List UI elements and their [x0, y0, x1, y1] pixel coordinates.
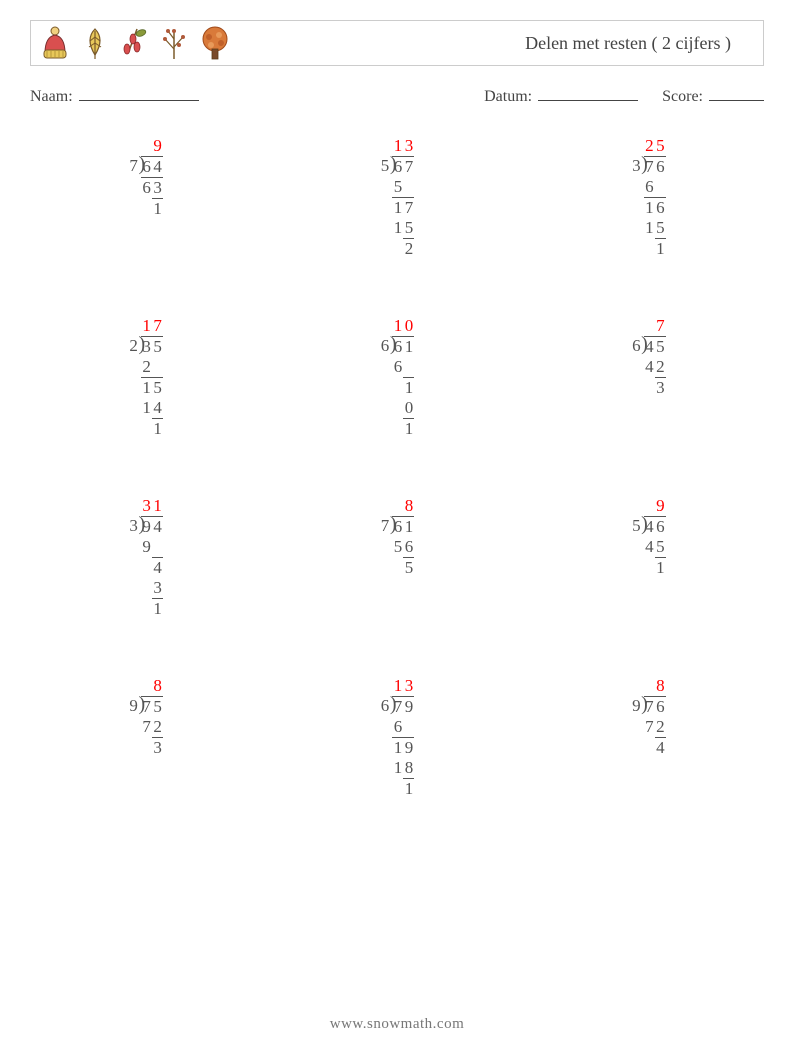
score-blank[interactable] — [709, 86, 764, 101]
work-row: 6 — [633, 177, 666, 197]
dividend-row: 235 — [128, 336, 163, 357]
division-problem: 9764 63 1 — [128, 136, 163, 276]
work-row: 1 — [130, 418, 163, 439]
work-row: 72 — [130, 717, 163, 737]
division-problem: 31394 9 4 3 1 — [128, 496, 163, 636]
division-problem: 8976 72 4 — [631, 676, 666, 816]
work-row: 5 — [381, 177, 414, 197]
work-row: 1 — [130, 598, 163, 619]
division-problem: 10661 6 1 0 1 — [379, 316, 414, 456]
leaf-icon — [81, 25, 109, 61]
date-label: Datum: — [484, 88, 532, 106]
dividend-row: 394 — [128, 516, 163, 537]
quotient: 13 — [381, 136, 414, 156]
quotient: 10 — [381, 316, 414, 336]
quotient: 7 — [633, 316, 666, 336]
work-row: 1 — [633, 238, 666, 259]
division-problem: 13679 6 19 18 1 — [379, 676, 414, 816]
work-row: 5 — [381, 557, 414, 578]
work-row: 2 — [381, 238, 414, 259]
work-row: 9 — [130, 537, 163, 557]
quotient: 9 — [633, 496, 666, 516]
work-row: 15 — [381, 218, 414, 238]
work-row: 1 — [381, 418, 414, 439]
header-icon-row — [39, 25, 231, 61]
work-row: 45 — [633, 537, 666, 557]
work-row: 42 — [633, 357, 666, 377]
info-row: Naam: Datum: Score: — [30, 86, 764, 106]
dividend-row: 761 — [379, 516, 414, 537]
division-problem: 8761 56 5 — [379, 496, 414, 636]
name-blank[interactable] — [79, 86, 199, 101]
work-row: 3 — [130, 737, 163, 758]
work-row: 6 — [381, 717, 414, 737]
quotient: 25 — [633, 136, 666, 156]
score-label: Score: — [662, 88, 703, 106]
dividend-row: 661 — [379, 336, 414, 357]
work-row: 1 — [381, 377, 414, 398]
worksheet-title: Delen met resten ( 2 cijfers ) — [525, 33, 751, 54]
work-row: 1 — [381, 778, 414, 799]
name-label: Naam: — [30, 88, 73, 106]
work-row: 63 — [130, 177, 163, 198]
work-row: 72 — [633, 717, 666, 737]
problems-grid: 9764 63 1 13567 5 17 15 2 25376 6 16 15 … — [30, 136, 764, 816]
dividend-row: 975 — [128, 696, 163, 717]
quotient: 8 — [633, 676, 666, 696]
dividend-row: 679 — [379, 696, 414, 717]
dividend-row: 645 — [631, 336, 666, 357]
work-row: 16 — [633, 197, 666, 218]
work-row: 14 — [130, 398, 163, 418]
division-problem: 9546 45 1 — [631, 496, 666, 636]
work-row: 2 — [130, 357, 163, 377]
work-row: 18 — [381, 758, 414, 778]
quotient: 9 — [130, 136, 163, 156]
work-row: 19 — [381, 737, 414, 758]
work-row: 4 — [633, 737, 666, 758]
division-problem: 13567 5 17 15 2 — [379, 136, 414, 276]
work-row: 3 — [130, 578, 163, 598]
division-problem: 8975 72 3 — [128, 676, 163, 816]
quotient: 31 — [130, 496, 163, 516]
footer-url: www.snowmath.com — [0, 1016, 794, 1033]
work-row: 0 — [381, 398, 414, 418]
division-problem: 25376 6 16 15 1 — [631, 136, 666, 276]
work-row: 56 — [381, 537, 414, 557]
tree-icon — [199, 25, 231, 61]
hat-icon — [39, 25, 71, 61]
twig-icon — [159, 25, 189, 61]
worksheet-header: Delen met resten ( 2 cijfers ) — [30, 20, 764, 66]
dividend-row: 546 — [631, 516, 666, 537]
quotient: 13 — [381, 676, 414, 696]
division-problem: 17235 2 15 14 1 — [128, 316, 163, 456]
dividend-row: 976 — [631, 696, 666, 717]
work-row: 15 — [130, 377, 163, 398]
quotient: 8 — [381, 496, 414, 516]
quotient: 17 — [130, 316, 163, 336]
work-row: 15 — [633, 218, 666, 238]
dividend-row: 764 — [128, 156, 163, 177]
dividend-row: 376 — [631, 156, 666, 177]
work-row: 3 — [633, 377, 666, 398]
dividend-row: 567 — [379, 156, 414, 177]
date-blank[interactable] — [538, 86, 638, 101]
work-row: 17 — [381, 197, 414, 218]
berry-icon — [119, 25, 149, 61]
work-row: 6 — [381, 357, 414, 377]
quotient: 8 — [130, 676, 163, 696]
division-problem: 7645 42 3 — [631, 316, 666, 456]
work-row: 1 — [633, 557, 666, 578]
work-row: 4 — [130, 557, 163, 578]
work-row: 1 — [130, 198, 163, 219]
